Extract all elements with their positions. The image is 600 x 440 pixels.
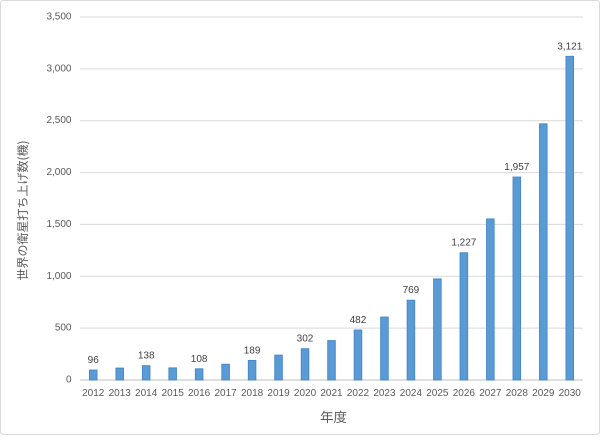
svg-text:2029: 2029 <box>532 388 555 399</box>
svg-text:189: 189 <box>244 345 261 356</box>
svg-text:500: 500 <box>55 323 72 334</box>
svg-text:2021: 2021 <box>320 388 343 399</box>
svg-text:2019: 2019 <box>267 388 290 399</box>
svg-text:3,000: 3,000 <box>46 63 71 74</box>
svg-text:2017: 2017 <box>214 388 237 399</box>
svg-text:96: 96 <box>88 355 100 366</box>
svg-text:769: 769 <box>403 285 420 296</box>
svg-text:0: 0 <box>66 375 72 386</box>
svg-text:108: 108 <box>191 354 208 365</box>
svg-text:1,500: 1,500 <box>46 219 71 230</box>
svg-text:302: 302 <box>297 334 314 345</box>
svg-text:2024: 2024 <box>400 388 423 399</box>
svg-text:2016: 2016 <box>188 388 211 399</box>
svg-text:482: 482 <box>350 315 367 326</box>
svg-text:2027: 2027 <box>479 388 502 399</box>
svg-text:2015: 2015 <box>162 388 185 399</box>
svg-text:1,000: 1,000 <box>46 271 71 282</box>
svg-text:2020: 2020 <box>294 388 317 399</box>
svg-text:2023: 2023 <box>373 388 396 399</box>
svg-text:2030: 2030 <box>559 388 582 399</box>
svg-text:138: 138 <box>138 351 155 362</box>
svg-text:2,000: 2,000 <box>46 167 71 178</box>
svg-text:2,500: 2,500 <box>46 115 71 126</box>
svg-text:2028: 2028 <box>506 388 529 399</box>
svg-text:2026: 2026 <box>453 388 476 399</box>
svg-text:2014: 2014 <box>135 388 158 399</box>
svg-text:3,500: 3,500 <box>46 12 71 23</box>
svg-text:2022: 2022 <box>347 388 370 399</box>
svg-text:3,121: 3,121 <box>557 41 582 52</box>
svg-text:2013: 2013 <box>109 388 132 399</box>
svg-text:2012: 2012 <box>82 388 105 399</box>
svg-text:1,227: 1,227 <box>451 238 476 249</box>
svg-text:1,957: 1,957 <box>504 162 529 173</box>
svg-text:2018: 2018 <box>241 388 264 399</box>
svg-text:2025: 2025 <box>426 388 449 399</box>
